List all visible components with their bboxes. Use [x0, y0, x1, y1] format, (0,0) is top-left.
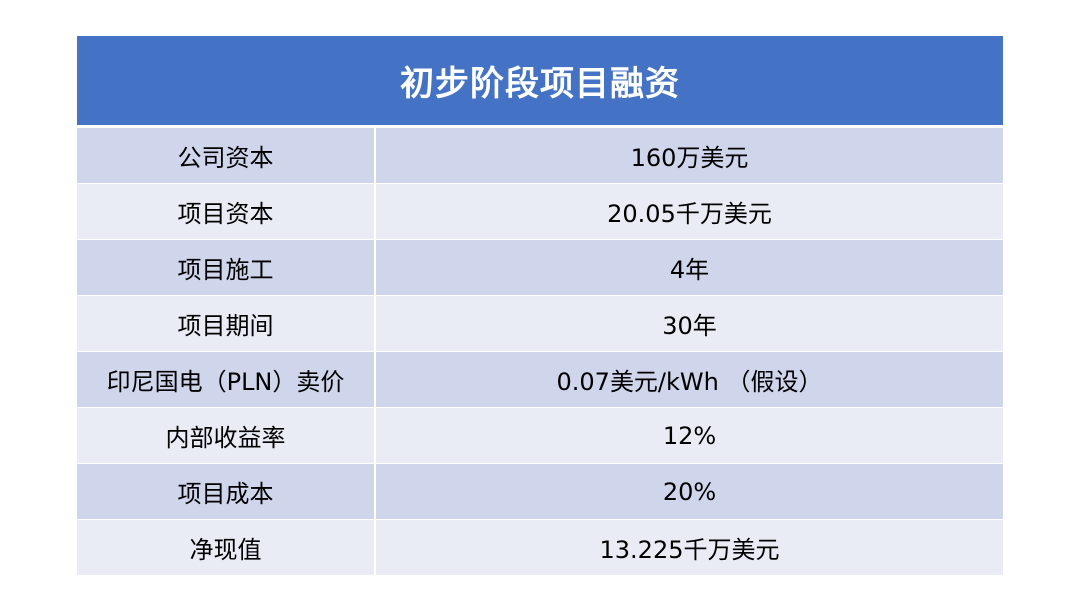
row-value: 12%	[375, 407, 1003, 464]
row-value: 30年	[375, 295, 1003, 352]
table-title: 初步阶段项目融资	[77, 36, 1003, 128]
row-value: 0.07美元/kWh （假设）	[375, 351, 1003, 408]
row-value: 4年	[375, 239, 1003, 296]
table-row: 印尼国电（PLN）卖价 0.07美元/kWh （假设）	[77, 351, 1003, 408]
row-value: 20.05千万美元	[375, 183, 1003, 240]
row-label: 项目期间	[77, 295, 376, 352]
table-row: 内部收益率 12%	[77, 407, 1003, 464]
table-header-row: 初步阶段项目融资	[77, 36, 1003, 128]
row-value: 20%	[375, 463, 1003, 520]
table-row: 项目期间 30年	[77, 295, 1003, 352]
row-value: 160万美元	[375, 126, 1003, 184]
row-label: 公司资本	[77, 126, 376, 184]
row-label: 项目成本	[77, 463, 376, 520]
table-row: 项目成本 20%	[77, 463, 1003, 520]
table-row: 净现值 13.225千万美元	[77, 519, 1003, 576]
row-label: 印尼国电（PLN）卖价	[77, 351, 376, 408]
financing-table: 初步阶段项目融资 公司资本 160万美元 项目资本 20.05千万美元 项目施工…	[77, 36, 1003, 576]
row-label: 项目施工	[77, 239, 376, 296]
row-label: 内部收益率	[77, 407, 376, 464]
row-label: 项目资本	[77, 183, 376, 240]
row-label: 净现值	[77, 519, 376, 576]
table-row: 公司资本 160万美元	[77, 126, 1003, 184]
table-row: 项目施工 4年	[77, 239, 1003, 296]
row-value: 13.225千万美元	[375, 519, 1003, 576]
table-row: 项目资本 20.05千万美元	[77, 183, 1003, 240]
